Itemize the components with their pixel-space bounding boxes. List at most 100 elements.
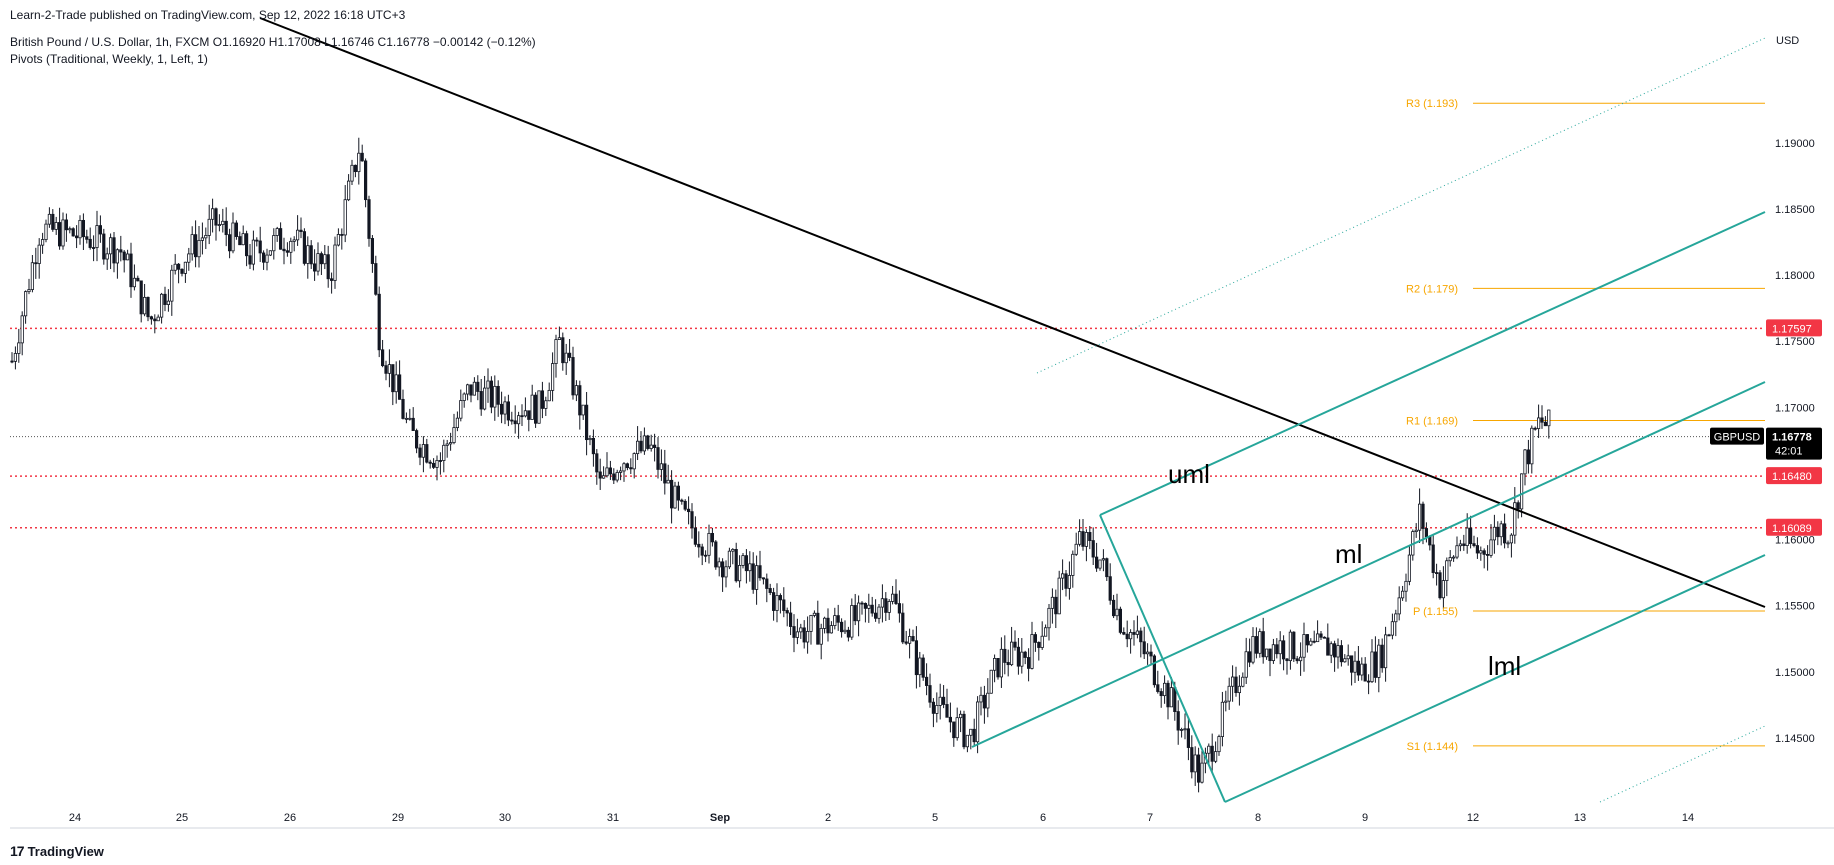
candle-body xyxy=(496,385,500,405)
candle-body xyxy=(758,565,762,579)
candle-body xyxy=(476,381,480,392)
pitchfork-label: lml xyxy=(1488,651,1521,681)
candle-body xyxy=(857,602,861,622)
candle-body xyxy=(1346,655,1350,660)
lower-median-line[interactable] xyxy=(1224,554,1766,803)
pitchfork-label: uml xyxy=(1168,459,1210,489)
candle-body xyxy=(414,430,419,449)
y-axis-tick-label: 1.14500 xyxy=(1775,733,1815,745)
candle-body xyxy=(687,508,691,513)
candle-body xyxy=(602,475,606,479)
candle-body xyxy=(234,222,238,237)
candle-body xyxy=(1350,655,1354,673)
candle-body xyxy=(316,253,320,272)
candle-body xyxy=(778,595,783,601)
candle-body xyxy=(724,566,728,578)
candle-body xyxy=(374,263,378,295)
candle-body xyxy=(938,696,942,706)
candle-body xyxy=(880,598,885,608)
candle-body xyxy=(149,316,153,320)
candle-body xyxy=(1499,523,1503,538)
pitchfork-handle[interactable] xyxy=(1099,514,1226,803)
candle-body xyxy=(306,245,310,264)
candle-body xyxy=(605,467,609,477)
candle-body xyxy=(221,220,225,225)
candle-body xyxy=(1047,607,1051,629)
candle-body xyxy=(445,443,449,446)
candle-body xyxy=(792,626,796,638)
candle-body xyxy=(112,237,116,264)
candle-body xyxy=(782,599,786,611)
candle-body xyxy=(1547,409,1551,427)
candle-body xyxy=(1190,747,1194,773)
candle-body xyxy=(159,293,164,318)
candle-body xyxy=(955,717,959,739)
candle-body xyxy=(1020,651,1024,667)
candle-body xyxy=(459,400,463,419)
descending-trendline[interactable] xyxy=(259,17,1766,608)
candle-body xyxy=(755,565,759,590)
candle-body xyxy=(41,239,45,246)
candle-body xyxy=(1421,503,1425,529)
candle-body xyxy=(1326,637,1330,656)
median-line[interactable] xyxy=(971,381,1766,748)
candle-body xyxy=(292,239,296,242)
candle-body xyxy=(901,612,905,643)
candle-body xyxy=(486,380,490,389)
candle-body xyxy=(489,380,494,408)
symbol-legend[interactable]: British Pound / U.S. Dollar, 1h, FXCM O1… xyxy=(10,35,536,49)
candle-body xyxy=(1112,599,1116,617)
candle-body xyxy=(1387,634,1391,637)
candle-body xyxy=(965,734,970,748)
candle-body xyxy=(115,249,119,264)
candle-body xyxy=(659,463,664,470)
candle-body xyxy=(629,467,633,470)
candle-body xyxy=(44,223,48,240)
candle-body xyxy=(1149,651,1153,657)
candle-body xyxy=(465,384,470,395)
candle-body xyxy=(993,658,997,671)
candle-body xyxy=(1010,641,1014,666)
upper-warning-line[interactable] xyxy=(1036,37,1766,374)
candle-body xyxy=(1452,556,1456,559)
candle-body xyxy=(360,152,364,162)
candle-body xyxy=(105,253,109,260)
pivots-indicator-legend[interactable]: Pivots (Traditional, Weekly, 1, Left, 1) xyxy=(10,52,208,66)
pivot-label: S1 (1.144) xyxy=(1407,741,1458,753)
candle-body xyxy=(795,631,800,638)
y-axis-tick-label: 1.15000 xyxy=(1775,667,1815,679)
candle-body xyxy=(190,234,194,255)
x-axis-tick-label: 5 xyxy=(932,812,938,824)
candle-body xyxy=(285,250,290,253)
candle-body xyxy=(1254,636,1258,654)
candle-body xyxy=(499,403,504,415)
candle-body xyxy=(595,453,599,473)
candle-body xyxy=(809,615,813,632)
candle-body xyxy=(1492,526,1496,541)
candle-body xyxy=(224,220,228,236)
tradingview-brand[interactable]: 17 TradingView xyxy=(10,843,104,859)
candle-body xyxy=(319,253,324,265)
candle-body xyxy=(853,605,857,622)
candle-body xyxy=(455,417,460,428)
candle-body xyxy=(693,527,698,545)
lower-warning-line[interactable] xyxy=(1599,725,1766,803)
candle-body xyxy=(200,237,204,241)
candle-body xyxy=(666,479,670,484)
x-axis-tick-label: 14 xyxy=(1682,812,1694,824)
upper-median-line[interactable] xyxy=(1099,211,1766,516)
candle-body xyxy=(591,437,596,455)
candle-body xyxy=(343,199,347,236)
candle-body xyxy=(1241,676,1245,687)
candle-body xyxy=(493,385,497,408)
candle-body xyxy=(448,442,453,445)
candle-body xyxy=(363,160,368,201)
candle-body xyxy=(1509,534,1513,544)
candle-body xyxy=(1132,632,1136,635)
candle-body xyxy=(153,318,157,322)
candle-body xyxy=(326,254,330,280)
candle-body xyxy=(1302,634,1306,658)
brand-label: TradingView xyxy=(27,843,104,859)
x-axis-tick-label: 26 xyxy=(284,812,296,824)
